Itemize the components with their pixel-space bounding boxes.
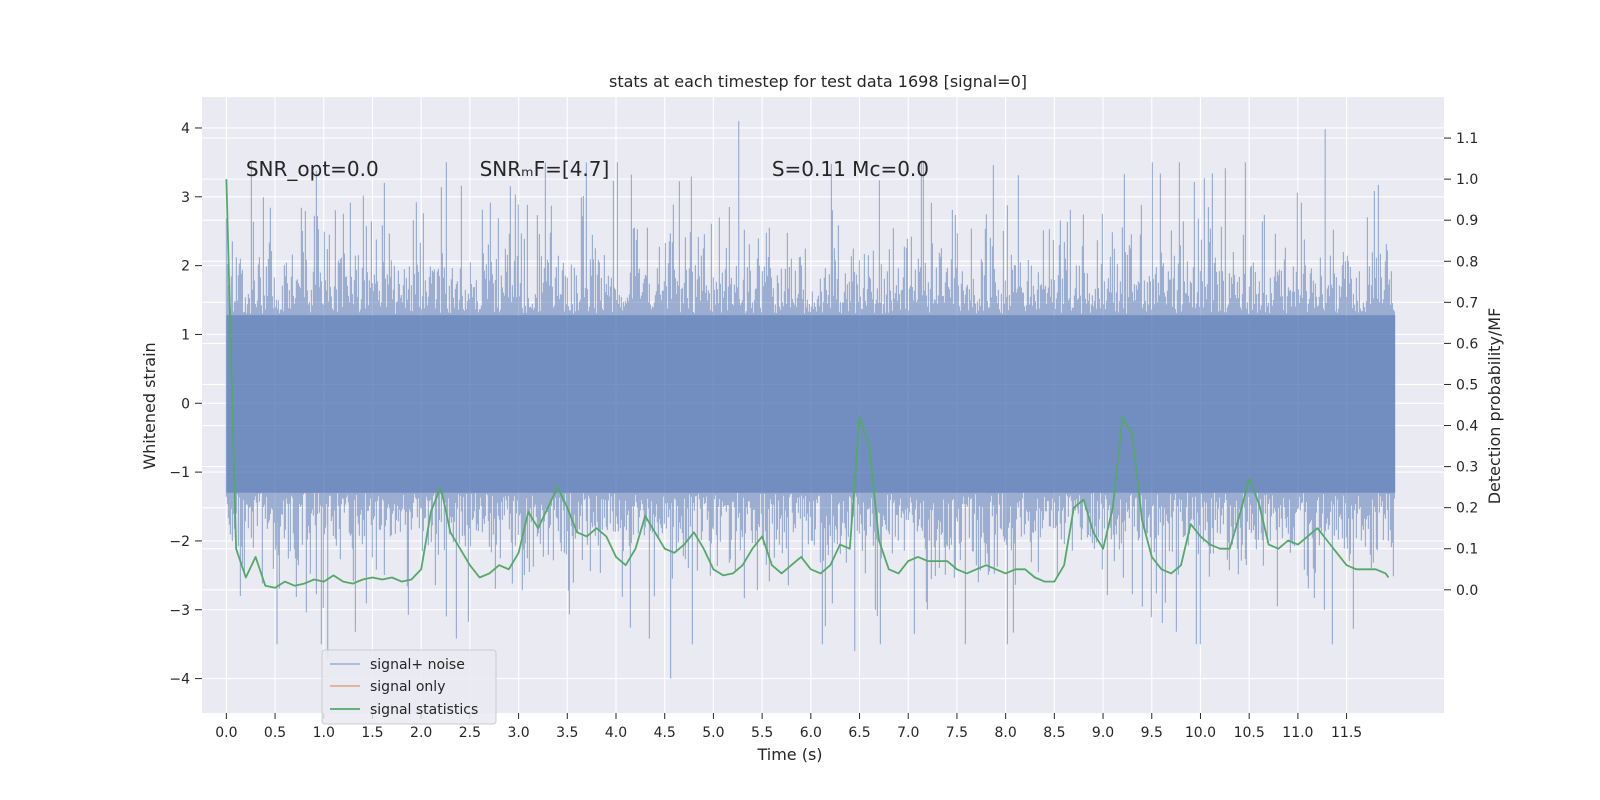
x-tick-label: 7.0 bbox=[897, 725, 919, 741]
x-tick-label: 8.0 bbox=[995, 725, 1017, 741]
y-tick-label: −1 bbox=[169, 465, 190, 481]
y2-axis-label: Detection probability/MF bbox=[1485, 308, 1504, 505]
y-tick-label: 2 bbox=[181, 259, 190, 275]
y-tick-label: 4 bbox=[181, 121, 190, 137]
y-tick-label: −3 bbox=[169, 603, 190, 619]
y2-tick-label: 0.9 bbox=[1456, 213, 1478, 229]
x-tick-label: 11.5 bbox=[1331, 725, 1362, 741]
annotation-1: SNRₘF=[4.7] bbox=[480, 157, 610, 181]
x-tick-label: 3.0 bbox=[507, 725, 529, 741]
x-tick-label: 4.0 bbox=[605, 725, 627, 741]
legend-label-signal-noise: signal+ noise bbox=[370, 657, 465, 673]
y2-tick-label: 1.0 bbox=[1456, 172, 1478, 188]
annotation-0: SNR_opt=0.0 bbox=[246, 157, 379, 181]
y-tick-label: 3 bbox=[181, 190, 190, 206]
y-tick-label: 0 bbox=[181, 396, 190, 412]
y2-tick-label: 0.4 bbox=[1456, 419, 1478, 435]
x-tick-label: 10.0 bbox=[1185, 725, 1216, 741]
annotations: SNR_opt=0.0 SNRₘF=[4.7] S=0.11 Mᴄ=0.0 bbox=[246, 157, 929, 181]
y2-tick-label: 0.1 bbox=[1456, 542, 1478, 558]
y2-tick-label: 0.0 bbox=[1456, 583, 1478, 599]
x-tick-label: 4.5 bbox=[654, 725, 676, 741]
x-axis-ticks: 0.0 0.5 1.0 1.5 2.0 2.5 3.0 3.5 4.0 4.5 5.0 5.5 6.0 6… bbox=[215, 713, 1362, 741]
y2-tick-label: 0.3 bbox=[1456, 460, 1478, 476]
y-tick-label: −2 bbox=[169, 534, 190, 550]
y2-tick-label: 0.2 bbox=[1456, 501, 1478, 517]
x-tick-label: 1.0 bbox=[313, 725, 335, 741]
y2-tick-label: 0.8 bbox=[1456, 254, 1478, 270]
y2-tick-label: 0.7 bbox=[1456, 295, 1478, 311]
y-axis-ticks: −4 −3 −2 −1 0 1 2 3 4 bbox=[169, 121, 202, 688]
x-tick-label: 9.0 bbox=[1092, 725, 1114, 741]
signal-statistics-line bbox=[225, 179, 1390, 589]
chart-title: stats at each timestep for test data 169… bbox=[609, 72, 1027, 91]
y2-axis-ticks: 0.0 0.1 0.2 0.3 0.4 0.5 0.6 0.7 0.8 0.9 1.0 1.1 bbox=[1444, 131, 1478, 599]
x-tick-label: 2.5 bbox=[459, 725, 481, 741]
x-tick-label: 10.5 bbox=[1234, 725, 1265, 741]
x-tick-label: 7.5 bbox=[946, 725, 968, 741]
y-tick-label: 1 bbox=[181, 327, 190, 343]
y2-tick-label: 0.5 bbox=[1456, 377, 1478, 393]
x-tick-label: 6.0 bbox=[800, 725, 822, 741]
y-axis-label: Whitened strain bbox=[140, 342, 159, 469]
signal-noise-series bbox=[225, 121, 1396, 679]
legend-box bbox=[321, 649, 497, 725]
x-tick-label: 5.5 bbox=[751, 725, 773, 741]
x-tick-label: 11.0 bbox=[1282, 725, 1313, 741]
y2-tick-label: 1.1 bbox=[1456, 131, 1478, 147]
signal-statistics-series bbox=[225, 179, 1390, 589]
x-tick-label: 0.5 bbox=[264, 725, 286, 741]
legend-label-signal-only: signal only bbox=[370, 679, 445, 695]
legend: signal+ noise signal only signal statist… bbox=[321, 649, 497, 725]
x-axis-label: Time (s) bbox=[756, 745, 822, 764]
x-tick-label: 0.0 bbox=[215, 725, 237, 741]
y-tick-label: −4 bbox=[169, 672, 190, 688]
y2-tick-label: 0.6 bbox=[1456, 336, 1478, 352]
x-tick-label: 2.0 bbox=[410, 725, 432, 741]
x-tick-label: 8.5 bbox=[1043, 725, 1065, 741]
legend-label-signal-statistics: signal statistics bbox=[370, 702, 478, 718]
x-tick-label: 1.5 bbox=[361, 725, 383, 741]
noise-trace bbox=[225, 121, 1395, 679]
x-tick-label: 6.5 bbox=[848, 725, 870, 741]
x-tick-label: 3.5 bbox=[556, 725, 578, 741]
annotation-2: S=0.11 Mᴄ=0.0 bbox=[772, 157, 929, 181]
x-tick-label: 9.5 bbox=[1141, 725, 1163, 741]
x-tick-label: 5.0 bbox=[702, 725, 724, 741]
